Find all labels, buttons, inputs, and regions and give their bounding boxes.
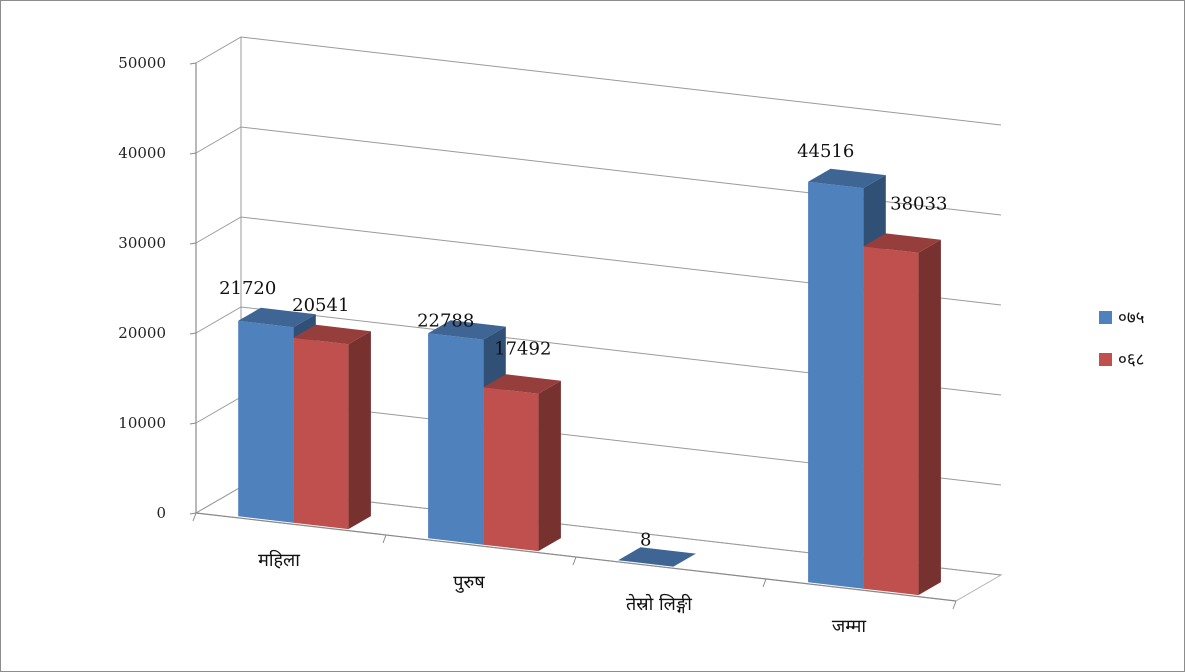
y-tick-mark xyxy=(190,513,196,514)
bar-front xyxy=(428,333,483,545)
legend-item: ०७५ xyxy=(1099,308,1145,328)
gridline xyxy=(196,37,1001,125)
y-tick-mark xyxy=(190,153,196,154)
y-axis-ticks: 0 10000 20000 30000 40000 50000 xyxy=(118,54,196,522)
data-label: 20541 xyxy=(292,295,349,316)
bar-front xyxy=(293,338,348,529)
y-tick-mark xyxy=(190,63,196,64)
category-label: तेस्रो लिङ्गी xyxy=(626,593,692,615)
legend-swatch xyxy=(1099,311,1112,324)
category-label: पुरुष xyxy=(453,572,485,593)
data-label: 38033 xyxy=(890,194,947,215)
data-label: 21720 xyxy=(219,278,276,299)
y-tick-mark xyxy=(190,243,196,244)
category-tick-mark xyxy=(573,557,576,565)
y-tick-label: 30000 xyxy=(118,234,166,252)
category-label: महिला xyxy=(258,549,300,571)
category-label: जम्मा xyxy=(832,616,867,637)
bar-front xyxy=(483,387,538,551)
category-tick-mark xyxy=(953,601,956,609)
bar-side xyxy=(538,381,561,551)
bar-front xyxy=(808,182,863,589)
bar-side xyxy=(918,240,941,595)
bar-side xyxy=(348,331,371,529)
y-tick-label: 20000 xyxy=(118,324,166,342)
data-label: 17492 xyxy=(494,338,551,359)
data-label: 44516 xyxy=(797,141,854,162)
legend-item: ०६८ xyxy=(1099,350,1145,370)
y-tick-mark xyxy=(190,333,196,334)
y-tick-label: 40000 xyxy=(118,144,166,162)
y-tick-label: 10000 xyxy=(118,414,166,432)
bar-front xyxy=(863,246,918,595)
category-tick-mark xyxy=(763,579,766,587)
bar xyxy=(293,325,371,529)
bar xyxy=(483,374,561,551)
legend-swatch xyxy=(1099,353,1112,366)
y-tick-label: 50000 xyxy=(118,54,166,72)
y-tick-mark xyxy=(190,423,196,424)
legend-label: ०७५ xyxy=(1118,308,1145,328)
y-tick-label: 0 xyxy=(156,504,166,522)
category-tick-mark xyxy=(383,535,386,543)
data-label: 8 xyxy=(640,529,651,550)
data-label: 22788 xyxy=(417,310,474,331)
category-tick-mark xyxy=(193,513,196,521)
legend: ०७५ ०६८ xyxy=(1099,308,1145,370)
bar xyxy=(863,233,941,595)
legend-label: ०६८ xyxy=(1118,350,1145,370)
bar-front xyxy=(238,321,293,523)
